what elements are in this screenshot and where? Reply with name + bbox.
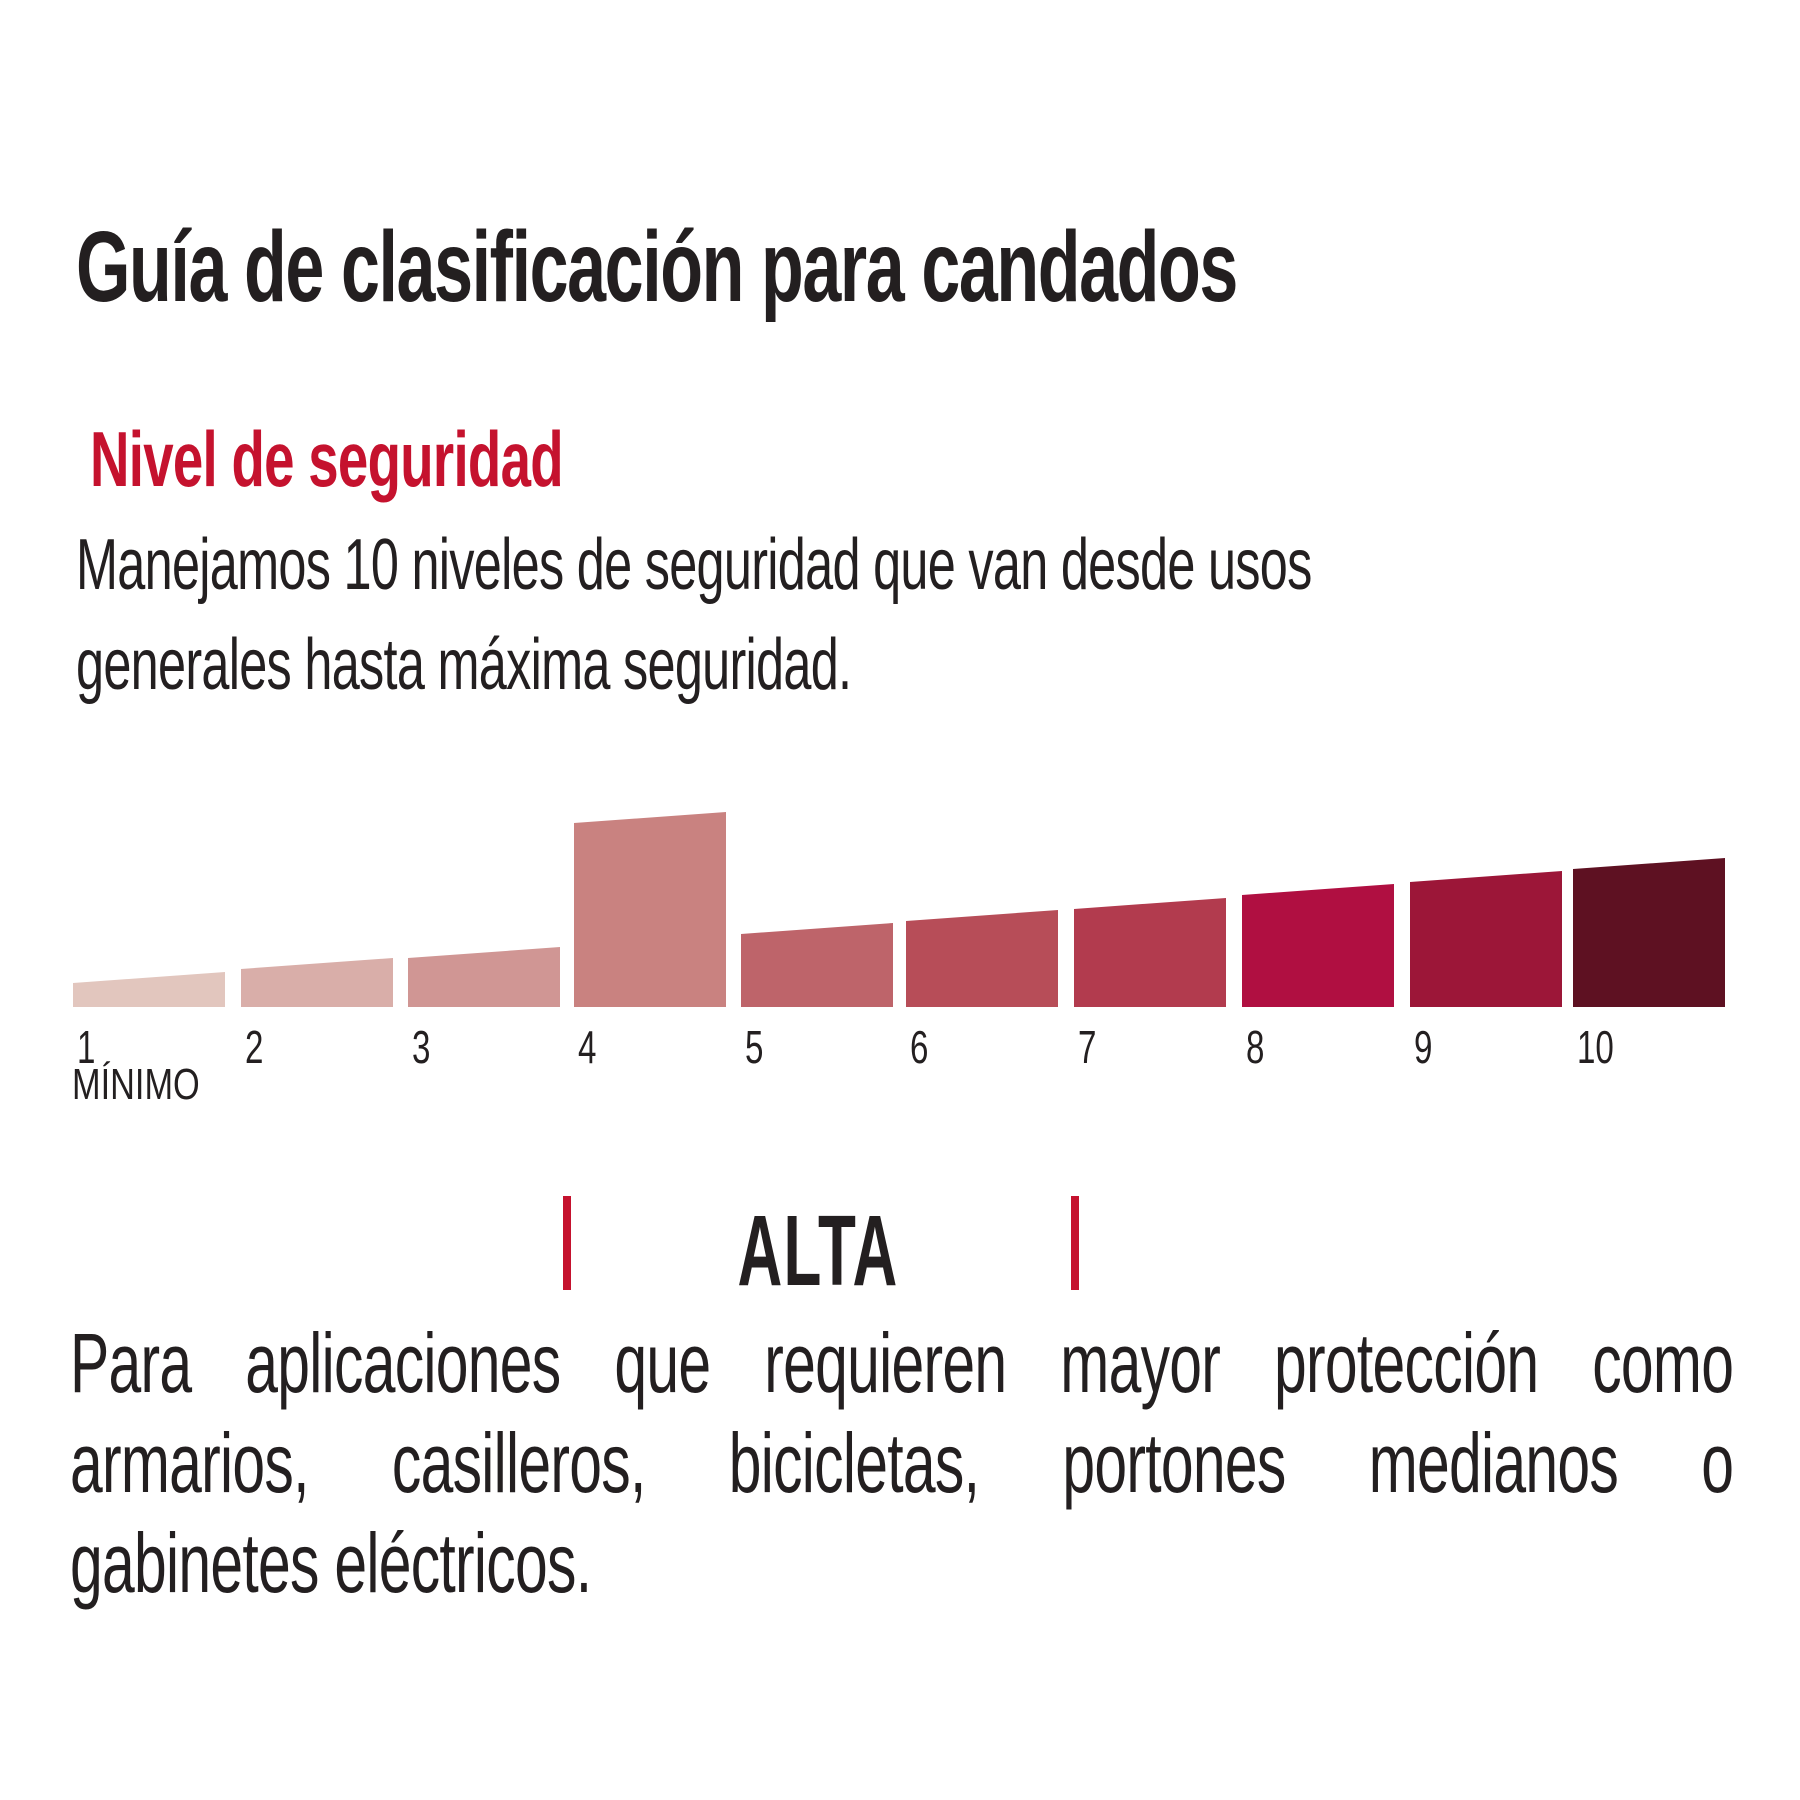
category-label-1: 1 [77,1021,96,1073]
intro-line-2: generales hasta máxima seguridad. [76,625,852,705]
category-label-6: 6 [910,1021,929,1073]
category-label-3: 3 [412,1021,431,1073]
minimum-axis-label: MÍNIMO [72,1060,200,1109]
category-label-2: 2 [245,1021,264,1073]
description-line-2: armarios, casilleros, bicicletas, porton… [70,1416,1734,1510]
security-level-bar-1 [73,972,225,1007]
security-level-bar-7 [1074,898,1226,1007]
description-paragraph: Para aplicaciones que requieren mayor pr… [70,1313,1734,1613]
security-level-bar-chart [73,812,1725,1007]
intro-paragraph: Manejamos 10 niveles de seguridad que va… [76,515,1462,715]
security-level-bar-5 [741,923,893,1007]
description-line-3: gabinetes eléctricos. [70,1516,592,1610]
alta-range-tick-left [563,1196,571,1290]
intro-line-1: Manejamos 10 niveles de seguridad que va… [76,525,1312,605]
category-label-10: 10 [1577,1021,1614,1073]
category-label-9: 9 [1414,1021,1433,1073]
category-label-5: 5 [745,1021,764,1073]
security-level-bar-9 [1410,871,1562,1007]
security-level-bar-8 [1242,884,1394,1007]
category-label-7: 7 [1078,1021,1097,1073]
security-level-bar-2 [241,958,393,1007]
alta-range-label: ALTA [737,1195,899,1307]
alta-range-tick-right [1071,1196,1079,1290]
security-level-bar-6 [906,910,1058,1007]
security-level-bar-3 [408,947,560,1007]
section-heading-security-level: Nivel de seguridad [90,415,564,503]
category-label-8: 8 [1246,1021,1265,1073]
security-level-bar-10 [1573,858,1725,1007]
page-title: Guía de clasificación para candados [76,211,1238,323]
category-label-4: 4 [578,1021,597,1073]
description-line-1: Para aplicaciones que requieren mayor pr… [70,1316,1734,1410]
security-level-bar-4 [574,812,726,1007]
